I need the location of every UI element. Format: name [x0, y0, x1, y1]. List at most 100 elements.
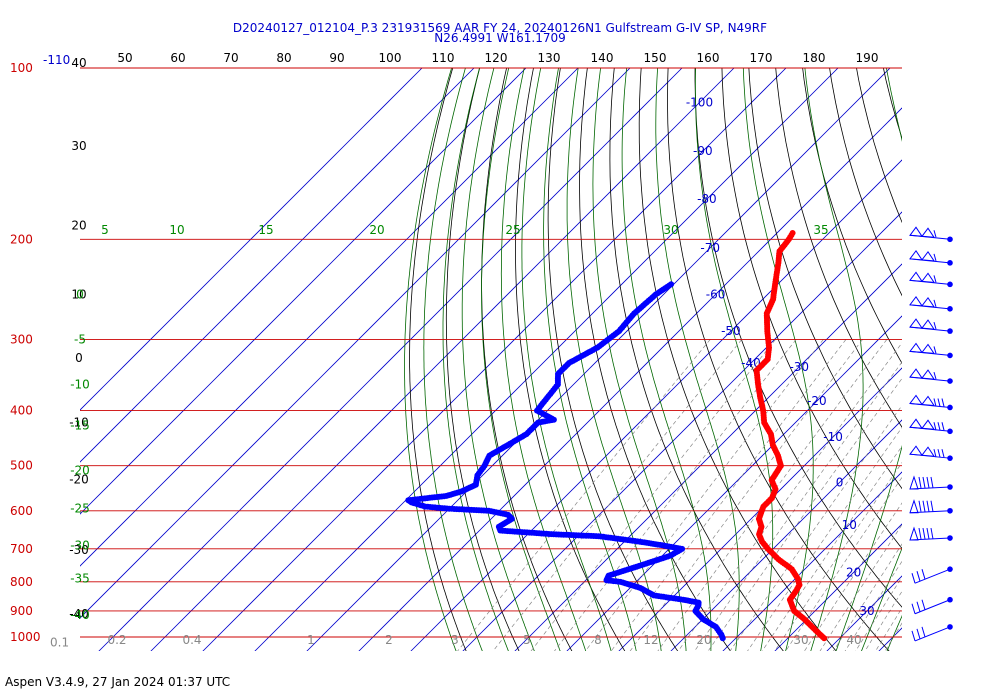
- dry-adiabat-line: [445, 68, 520, 651]
- wind-barb-feather: [918, 527, 922, 540]
- moist-top-label: 35: [813, 223, 828, 237]
- mixing-ratio-line: [747, 426, 902, 651]
- left-scale-label: -10: [69, 415, 89, 429]
- mixing-ratio-line: [729, 404, 902, 651]
- wind-barb-feather: [930, 476, 934, 489]
- moist-left-label: -30: [70, 538, 90, 552]
- wind-barb: [911, 596, 953, 615]
- isotherm-line: [150, 68, 735, 651]
- wind-barb-feather: [933, 299, 937, 307]
- mixing-ratio-line: [677, 342, 902, 651]
- moist-top-label: 5: [101, 223, 109, 237]
- mixing-ratio-line: [585, 339, 824, 651]
- isotherm-line: [618, 367, 902, 651]
- moist-adiabat-line: [461, 68, 535, 651]
- top-scale-label: 120: [485, 51, 508, 65]
- moist-adiabat-line: [500, 68, 587, 651]
- wind-barb-pennant: [909, 475, 919, 490]
- isotherm-line: [80, 68, 631, 619]
- wind-barb-staff: [914, 599, 951, 615]
- mixing-ratio-label: 12: [643, 633, 658, 647]
- mixing-ratio-label: 20: [696, 633, 711, 647]
- mixing-extra-label: 0.1: [50, 635, 69, 649]
- wind-barb-feather: [933, 253, 937, 261]
- isotherm-line: [80, 68, 579, 567]
- isotherm-label: 20: [846, 565, 861, 579]
- moist-top-label: 10: [169, 223, 184, 237]
- wind-barb-feather: [933, 346, 937, 354]
- isotherm-label: -40: [741, 356, 761, 370]
- pressure-label-500: 500: [10, 459, 33, 473]
- mixing-ratio-line: [761, 445, 902, 651]
- moist-top-label: 15: [258, 223, 273, 237]
- isotherm-line: [410, 159, 902, 651]
- wind-barb: [909, 418, 953, 435]
- mixing-ratio-line: [657, 339, 888, 651]
- dry-adiabat-line: [775, 68, 902, 428]
- wind-barb-feather: [911, 573, 916, 584]
- moist-left-label: -10: [70, 378, 90, 392]
- wind-barb-pennant: [909, 526, 919, 541]
- isotherm-line: [462, 211, 902, 651]
- left-scale-label: 0: [75, 351, 83, 365]
- isotherm-label: -90: [693, 144, 713, 158]
- left-scale-label: 40: [71, 56, 86, 70]
- pressure-label-200: 200: [10, 232, 33, 246]
- wind-barb-feather: [937, 449, 941, 458]
- moist-left-label: -40: [70, 608, 90, 622]
- left-scale-label: 20: [71, 218, 86, 232]
- moist-left-label: -25: [70, 502, 90, 516]
- footer-version-timestamp: Aspen V3.4.9, 27 Jan 2024 01:37 UTC: [5, 675, 231, 689]
- dry-adiabat-line: [579, 68, 731, 651]
- dry-adiabat-line: [547, 68, 679, 651]
- pressure-label-400: 400: [10, 404, 33, 418]
- mixing-ratio-label: 1: [307, 633, 315, 647]
- wind-barb: [909, 318, 953, 334]
- isotherm-lines: [80, 55, 1000, 651]
- wind-barb-feather: [933, 371, 937, 380]
- isotherm-line: [931, 55, 1000, 651]
- mixing-ratio-line: [530, 339, 776, 651]
- isotherm-line: [98, 68, 683, 651]
- mixing-ratio-label: 30: [793, 633, 808, 647]
- isotherm-line: [80, 68, 475, 463]
- wind-barb-feather: [941, 398, 945, 407]
- wind-barb-feather: [921, 569, 926, 580]
- dry-adiabat-line: [609, 68, 784, 651]
- wind-barb-feather: [922, 476, 926, 489]
- wind-barb-pennant: [909, 499, 919, 514]
- pressure-extra-label: -110: [43, 53, 70, 67]
- moist-adiabat-line: [543, 68, 637, 651]
- left-scale-label: 10: [71, 287, 86, 301]
- wind-barb: [909, 499, 953, 514]
- moist-left-label: -35: [70, 572, 90, 586]
- wind-barb-pennant: [921, 296, 935, 308]
- wind-barb: [911, 624, 953, 642]
- top-scale-label: 130: [538, 51, 561, 65]
- mixing-ratio-line: [855, 576, 902, 651]
- wind-barb-dot: [947, 428, 953, 435]
- pressure-label-900: 900: [10, 604, 33, 618]
- left-scale-label: -40: [69, 607, 89, 621]
- chart-title: D20240127_012104_P.3 231931569 AAR FY 24…: [232, 21, 768, 35]
- moist-adiabat-line: [566, 68, 662, 651]
- wind-barb-feather: [916, 571, 921, 582]
- wind-barb-feather: [926, 476, 930, 489]
- moist-top-label: 25: [505, 223, 520, 237]
- wind-barb-pennant: [921, 369, 935, 380]
- wind-barb-pennant: [909, 249, 923, 261]
- wind-barb: [909, 271, 953, 288]
- dry-adiabat-line: [694, 68, 902, 608]
- wind-barb-pennant: [921, 250, 935, 262]
- top-scale-label: 140: [591, 51, 614, 65]
- wind-barb: [909, 249, 953, 266]
- mixing-ratio-label: 0.2: [107, 633, 126, 647]
- wind-barb-pennant: [909, 445, 923, 456]
- dry-adiabat-line: [638, 68, 837, 651]
- wind-barb-pennant: [909, 418, 923, 429]
- wind-barb-feather: [933, 398, 937, 407]
- pressure-label-300: 300: [10, 332, 33, 346]
- wind-barb-pennant: [921, 419, 935, 430]
- wind-barb: [909, 226, 953, 243]
- wind-barb: [909, 475, 953, 490]
